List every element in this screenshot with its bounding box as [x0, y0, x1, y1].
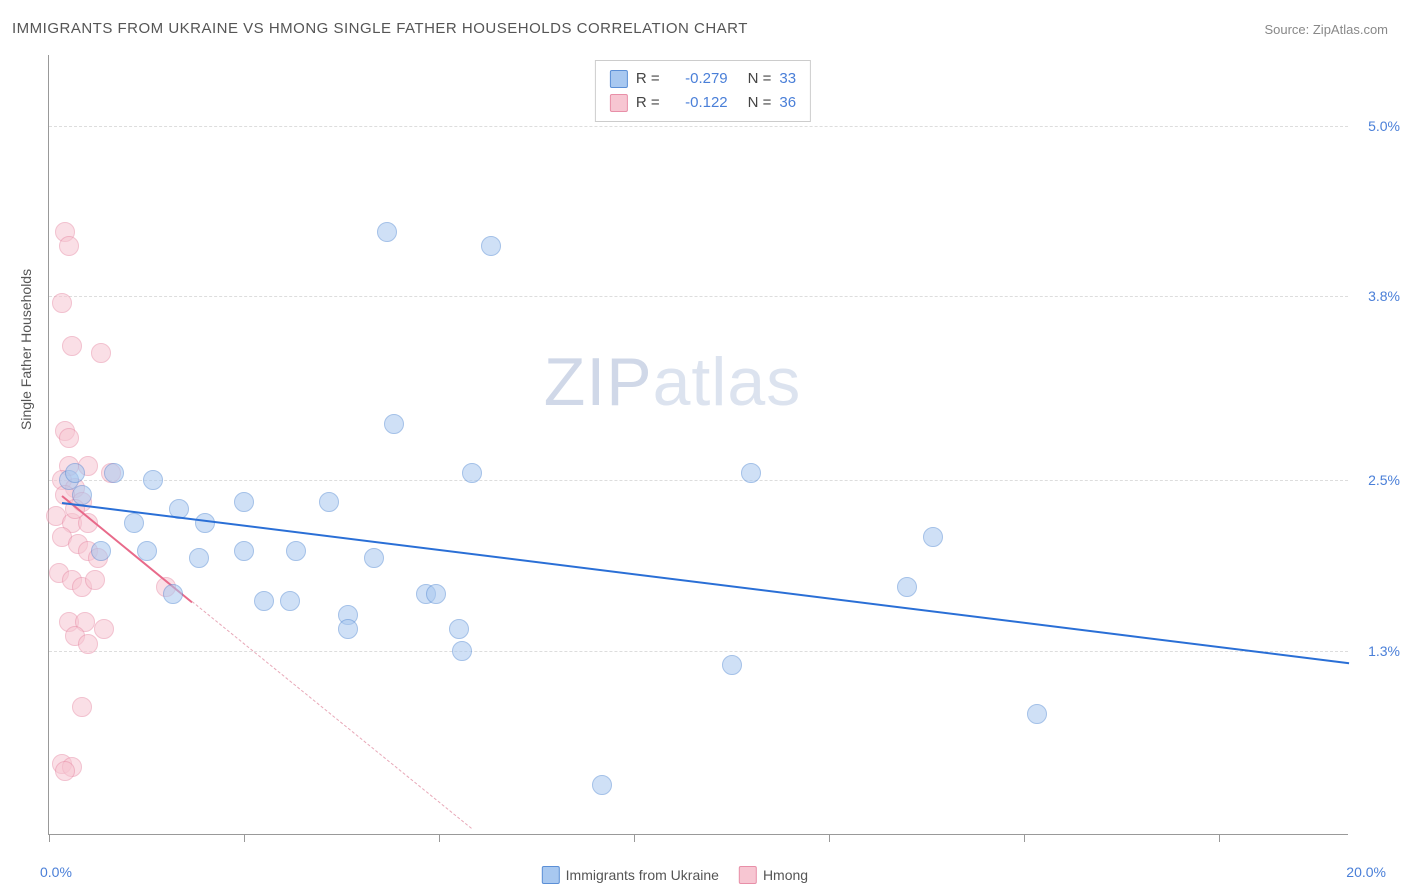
data-point	[897, 577, 917, 597]
data-point	[338, 619, 358, 639]
legend-swatch	[610, 70, 628, 88]
data-point	[364, 548, 384, 568]
data-point	[377, 222, 397, 242]
data-point	[319, 492, 339, 512]
data-point	[449, 619, 469, 639]
data-point	[481, 236, 501, 256]
y-tick-label: 5.0%	[1368, 118, 1400, 134]
data-point	[124, 513, 144, 533]
data-point	[91, 541, 111, 561]
data-point	[59, 236, 79, 256]
data-point	[137, 541, 157, 561]
legend-r-label: R =	[636, 67, 660, 91]
data-point	[592, 775, 612, 795]
data-point	[722, 655, 742, 675]
watermark: ZIPatlas	[544, 343, 801, 421]
legend-r-label: R =	[636, 91, 660, 115]
y-tick-label: 3.8%	[1368, 288, 1400, 304]
legend-n-label: N =	[748, 67, 772, 91]
chart-title: IMMIGRANTS FROM UKRAINE VS HMONG SINGLE …	[12, 20, 748, 37]
legend-n-value: 36	[779, 91, 796, 115]
data-point	[78, 634, 98, 654]
legend-item: Immigrants from Ukraine	[542, 866, 719, 884]
source-attribution: Source: ZipAtlas.com	[1264, 22, 1388, 37]
y-axis-label: Single Father Households	[18, 269, 34, 430]
correlation-legend: R = -0.279 N = 33 R = -0.122 N = 36	[595, 60, 811, 122]
data-point	[163, 584, 183, 604]
x-tick	[634, 834, 635, 842]
data-point	[234, 541, 254, 561]
trend-line	[192, 601, 472, 829]
legend-label: Hmong	[763, 867, 808, 883]
x-tick	[1219, 834, 1220, 842]
data-point	[426, 584, 446, 604]
watermark-light: atlas	[653, 344, 802, 420]
data-point	[741, 463, 761, 483]
gridline	[49, 126, 1348, 127]
chart-container: IMMIGRANTS FROM UKRAINE VS HMONG SINGLE …	[0, 0, 1406, 892]
data-point	[72, 697, 92, 717]
legend-n-value: 33	[779, 67, 796, 91]
gridline	[49, 651, 1348, 652]
gridline	[49, 480, 1348, 481]
legend-n-label: N =	[748, 91, 772, 115]
data-point	[104, 463, 124, 483]
data-point	[286, 541, 306, 561]
data-point	[55, 761, 75, 781]
data-point	[62, 336, 82, 356]
trend-line	[62, 502, 1349, 664]
legend-swatch	[542, 866, 560, 884]
legend-item: Hmong	[739, 866, 808, 884]
data-point	[1027, 704, 1047, 724]
data-point	[384, 414, 404, 434]
gridline	[49, 296, 1348, 297]
data-point	[462, 463, 482, 483]
data-point	[452, 641, 472, 661]
data-point	[280, 591, 300, 611]
y-tick-label: 2.5%	[1368, 472, 1400, 488]
plot-area: ZIPatlas 1.3%2.5%3.8%5.0%	[48, 55, 1348, 835]
data-point	[91, 343, 111, 363]
data-point	[72, 485, 92, 505]
x-tick	[829, 834, 830, 842]
data-point	[65, 463, 85, 483]
x-tick	[49, 834, 50, 842]
series-legend: Immigrants from Ukraine Hmong	[542, 866, 808, 884]
data-point	[52, 293, 72, 313]
x-tick	[244, 834, 245, 842]
x-tick	[439, 834, 440, 842]
data-point	[234, 492, 254, 512]
data-point	[189, 548, 209, 568]
legend-row: R = -0.122 N = 36	[610, 91, 796, 115]
data-point	[254, 591, 274, 611]
x-tick	[1024, 834, 1025, 842]
x-axis-max-label: 20.0%	[1346, 864, 1386, 880]
legend-r-value: -0.279	[668, 67, 728, 91]
data-point	[94, 619, 114, 639]
data-point	[923, 527, 943, 547]
x-axis-min-label: 0.0%	[40, 864, 72, 880]
legend-label: Immigrants from Ukraine	[566, 867, 719, 883]
data-point	[143, 470, 163, 490]
y-tick-label: 1.3%	[1368, 643, 1400, 659]
watermark-bold: ZIP	[544, 344, 653, 420]
legend-swatch	[739, 866, 757, 884]
data-point	[59, 428, 79, 448]
data-point	[85, 570, 105, 590]
legend-row: R = -0.279 N = 33	[610, 67, 796, 91]
legend-r-value: -0.122	[668, 91, 728, 115]
legend-swatch	[610, 94, 628, 112]
data-point	[195, 513, 215, 533]
